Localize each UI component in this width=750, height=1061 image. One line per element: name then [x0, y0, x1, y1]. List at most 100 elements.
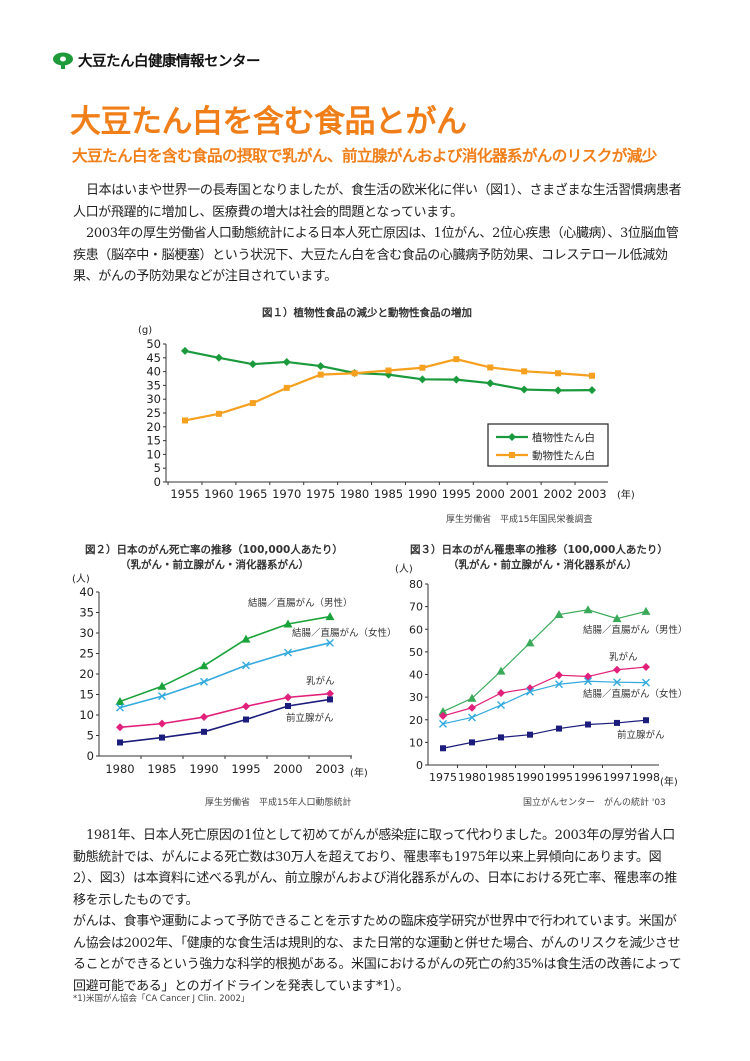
chart2-data-point	[326, 638, 334, 647]
chart3-data-point	[469, 739, 475, 746]
chart1-x-tick-label: 2000	[476, 487, 505, 501]
chart2-y-tick-label: 10	[79, 708, 94, 722]
chart3-series-line	[442, 719, 647, 749]
chart2-data-point	[285, 702, 291, 709]
paragraph: 2003年の厚生労働省人口動態統計による日本人死亡原因は、1位がん、2位心疾患（…	[73, 226, 679, 284]
chart1-y-tick-label: 20	[146, 420, 161, 434]
chart2-series-line	[119, 615, 331, 703]
chart1-data-point	[588, 386, 596, 395]
chart2-data-point	[200, 677, 208, 686]
chart3-series-line	[442, 680, 647, 725]
chart2-y-tick-label: 30	[79, 626, 94, 640]
leaf-tree-icon	[53, 52, 73, 69]
chart3-y-tick-label: 0	[416, 759, 423, 772]
chart2-data-point	[200, 713, 208, 722]
chart1-y-tick-label: 25	[146, 406, 161, 420]
chart2-y-tick-label: 5	[87, 729, 94, 743]
chart1-title: 図１）植物性食品の減少と動物性食品の増加	[262, 307, 472, 319]
chart2-data-point	[159, 734, 165, 741]
chart1-y-tick-label: 45	[146, 351, 161, 365]
chart1-x-tick-label: 1995	[442, 487, 471, 501]
chart2-series-label: 乳がん	[306, 675, 335, 687]
org-logo[interactable]: 大豆たん白健康情報センター	[52, 50, 261, 71]
chart1-x-axis-label: (年)	[617, 488, 635, 501]
chart1-data-point	[452, 375, 461, 384]
chart1-data-point	[249, 400, 256, 407]
chart3-y-tick-label: 70	[409, 601, 423, 614]
chart1-data-point	[486, 379, 495, 388]
chart3-x-tick-label: 1997	[603, 771, 631, 784]
chart3-x-axis-label: (年)	[660, 775, 678, 788]
chart1-data-point	[385, 367, 392, 374]
chart3-data-point	[642, 663, 650, 672]
chart1-data-point	[283, 384, 290, 391]
chart2-data-point	[326, 689, 334, 698]
chart1-data-point	[555, 370, 562, 377]
chart3-data-point	[584, 677, 592, 686]
paragraph: 1981年、日本人死亡原因の1位として初めてがんが感染症に取って代わりました。2…	[73, 828, 677, 908]
chart3-data-point	[467, 693, 477, 702]
chart2-data-point	[115, 696, 125, 705]
legend-marker	[509, 452, 515, 458]
chart2-data-point	[116, 723, 124, 732]
chart3-data-point	[525, 638, 535, 647]
body-text: 1981年、日本人死亡原因の1位として初めてがんが感染症に取って代わりました。2…	[73, 825, 685, 997]
chart3-data-point	[496, 666, 506, 675]
chart2-data-point	[199, 661, 209, 670]
chart1-data-point	[182, 417, 188, 424]
chart3-y-tick-label: 40	[409, 669, 423, 682]
intro-text: 日本はいまや世界一の長寿国となりましたが、食生活の欧米化に伴い（図1）、さまざま…	[73, 180, 685, 288]
chart3-series-line	[442, 609, 647, 713]
chart3-data-point	[438, 707, 448, 716]
chart2-y-tick-label: 20	[79, 667, 94, 681]
chart1-x-tick-label: 1990	[408, 487, 437, 501]
chart1-y-tick-label: 40	[146, 365, 161, 379]
chart3-x-tick-label: 1985	[487, 771, 515, 784]
chart1-data-point	[316, 362, 325, 371]
chart2-series-line	[119, 698, 331, 744]
legend-marker	[508, 433, 516, 441]
chart3-data-point	[614, 719, 620, 726]
org-name: 大豆たん白健康情報センター	[78, 54, 261, 70]
chart2-source: 厚生労働省 平成15年人口動態統計	[205, 798, 352, 808]
chart3-data-point	[497, 701, 505, 710]
chart3-series-label: 結腸／直腸がん（男性）	[583, 624, 688, 636]
chart3-x-tick-label: 1990	[516, 771, 544, 784]
chart2-x-tick-label: 2000	[273, 762, 302, 776]
chart2-y-tick-label: 40	[79, 585, 94, 599]
chart2-data-point	[325, 612, 335, 621]
chart1-data-point	[453, 356, 460, 363]
chart3-x-tick-label: 1975	[429, 771, 457, 784]
chart2-series-label: 前立腺がん	[286, 712, 334, 724]
chart3-data-point	[556, 725, 562, 732]
chart2-series-line	[119, 692, 331, 729]
chart1-y-tick-label: 35	[146, 378, 161, 392]
chart2-data-point	[243, 716, 249, 723]
chart2-x-tick-label: 2003	[315, 762, 344, 776]
chart3-y-tick-label: 30	[409, 691, 423, 704]
chart2-data-point	[157, 681, 167, 690]
chart1-x-tick-label: 2001	[510, 487, 539, 501]
chart1-source: 厚生労働省 平成15年国民栄養調査	[446, 515, 593, 525]
chart1-x-tick-label: 2003	[577, 487, 606, 501]
chart3-data-point	[498, 734, 504, 741]
chart2-data-point	[241, 634, 251, 643]
chart2-y-tick-label: 35	[79, 606, 94, 620]
chart3-y-tick-label: 60	[409, 623, 423, 636]
chart2-x-tick-label: 1990	[189, 762, 218, 776]
chart1-data-point	[521, 368, 528, 375]
chart3-data-point	[641, 606, 651, 615]
chart1-data-point	[282, 357, 291, 366]
chart2-data-point	[117, 739, 123, 746]
chart1-y-tick-label: 15	[146, 434, 161, 448]
chart3-data-point	[555, 680, 563, 689]
chart1-data-point	[248, 360, 257, 369]
chart3-y-tick-label: 10	[409, 736, 423, 749]
chart3-x-tick-label: 1996	[574, 771, 602, 784]
chart3-data-point	[440, 745, 446, 752]
chart1-data-point	[554, 386, 563, 395]
chart3-data-point	[468, 713, 476, 722]
chart2-y-axis-label: (人)	[72, 573, 90, 585]
chart2-x-tick-label: 1980	[105, 762, 134, 776]
